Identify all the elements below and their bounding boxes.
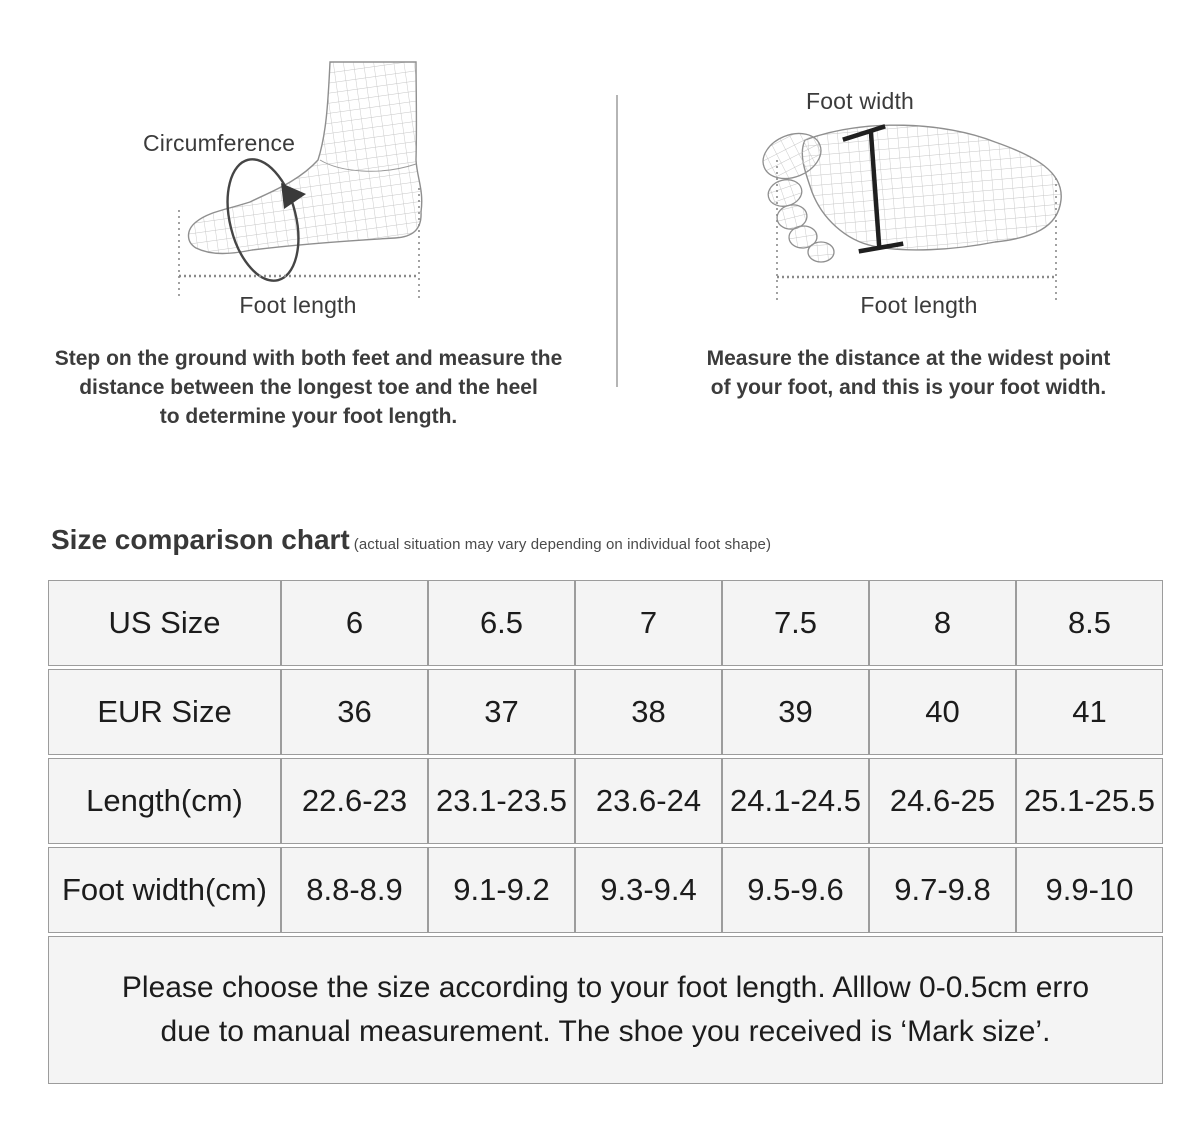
circumference-arrow-icon (226, 158, 306, 282)
foot-side-outline (187, 61, 423, 255)
table-footnote: Please choose the size according to your… (48, 936, 1163, 1084)
table-cell: 6 (281, 580, 428, 666)
table-cell: 22.6-23 (281, 758, 428, 844)
table-row-foot-width: Foot width(cm) 8.8-8.9 9.1-9.2 9.3-9.4 9… (48, 847, 1163, 933)
table-row-length: Length(cm) 22.6-23 23.1-23.5 23.6-24 24.… (48, 758, 1163, 844)
instruction-line: of your foot, and this is your foot widt… (710, 376, 1107, 399)
table-cell: 23.6-24 (575, 758, 722, 844)
table-cell: 38 (575, 669, 722, 755)
table-cell: 37 (428, 669, 575, 755)
row-header-foot-width: Foot width(cm) (48, 847, 281, 933)
table-cell: 36 (281, 669, 428, 755)
table-cell: 9.1-9.2 (428, 847, 575, 933)
foot-width-measure-line (842, 124, 904, 254)
foot-side-view-block: Circumference Foot length (60, 60, 620, 320)
table-cell: 9.5-9.6 (722, 847, 869, 933)
table-cell: 9.9-10 (1016, 847, 1163, 933)
foot-length-instruction: Step on the ground with both feet and me… (0, 344, 617, 431)
table-cell: 7.5 (722, 580, 869, 666)
table-cell: 8.8-8.9 (281, 847, 428, 933)
chart-heading: Size comparison chart (actual situation m… (51, 522, 771, 563)
circumference-label: Circumference (143, 130, 296, 156)
foot-length-label: Foot length (239, 292, 357, 318)
table-cell: 40 (869, 669, 1016, 755)
footnote-line: due to manual measurement. The shoe you … (160, 1015, 1051, 1048)
chart-title: Size comparison chart (51, 524, 350, 555)
table-cell: 24.6-25 (869, 758, 1016, 844)
chart-subtitle: (actual situation may vary depending on … (353, 536, 772, 553)
foot-top-view-block: Foot width Foot length (640, 60, 1200, 320)
table-row-eur-size: EUR Size 36 37 38 39 40 41 (48, 669, 1163, 755)
foot-length-label: Foot length (860, 292, 978, 318)
table-row-us-size: US Size 6 6.5 7 7.5 8 8.5 (48, 580, 1163, 666)
instruction-line: to determine your foot length. (159, 405, 458, 428)
table-cell: 9.3-9.4 (575, 847, 722, 933)
instruction-line: Measure the distance at the widest point (706, 347, 1111, 370)
row-header-eur-size: EUR Size (48, 669, 281, 755)
foot-length-dimension-lines (776, 160, 1057, 300)
foot-width-label: Foot width (805, 88, 915, 114)
table-cell: 23.1-23.5 (428, 758, 575, 844)
section-divider (616, 95, 618, 387)
table-row-footnote: Please choose the size according to your… (48, 936, 1163, 1084)
table-cell: 9.7-9.8 (869, 847, 1016, 933)
row-header-length: Length(cm) (48, 758, 281, 844)
foot-side-view-illustration (178, 61, 423, 298)
foot-length-dimension-lines (178, 188, 420, 298)
instruction-line: Step on the ground with both feet and me… (54, 347, 563, 370)
table-cell: 39 (722, 669, 869, 755)
foot-width-instruction: Measure the distance at the widest point… (617, 344, 1200, 402)
foot-top-view-illustration (762, 124, 1062, 300)
table-cell: 25.1-25.5 (1016, 758, 1163, 844)
table-cell: 6.5 (428, 580, 575, 666)
footnote-line: Please choose the size according to your… (121, 971, 1090, 1004)
instruction-line: distance between the longest toe and the… (79, 376, 538, 399)
table-cell: 7 (575, 580, 722, 666)
measurement-section: Circumference Foot length (0, 0, 1200, 470)
row-header-us-size: US Size (48, 580, 281, 666)
table-cell: 8 (869, 580, 1016, 666)
foot-top-outline (801, 124, 1062, 251)
table-cell: 24.1-24.5 (722, 758, 869, 844)
table-cell: 41 (1016, 669, 1163, 755)
table-cell: 8.5 (1016, 580, 1163, 666)
size-comparison-table: US Size 6 6.5 7 7.5 8 8.5 EUR Size 36 37… (48, 577, 1163, 1087)
